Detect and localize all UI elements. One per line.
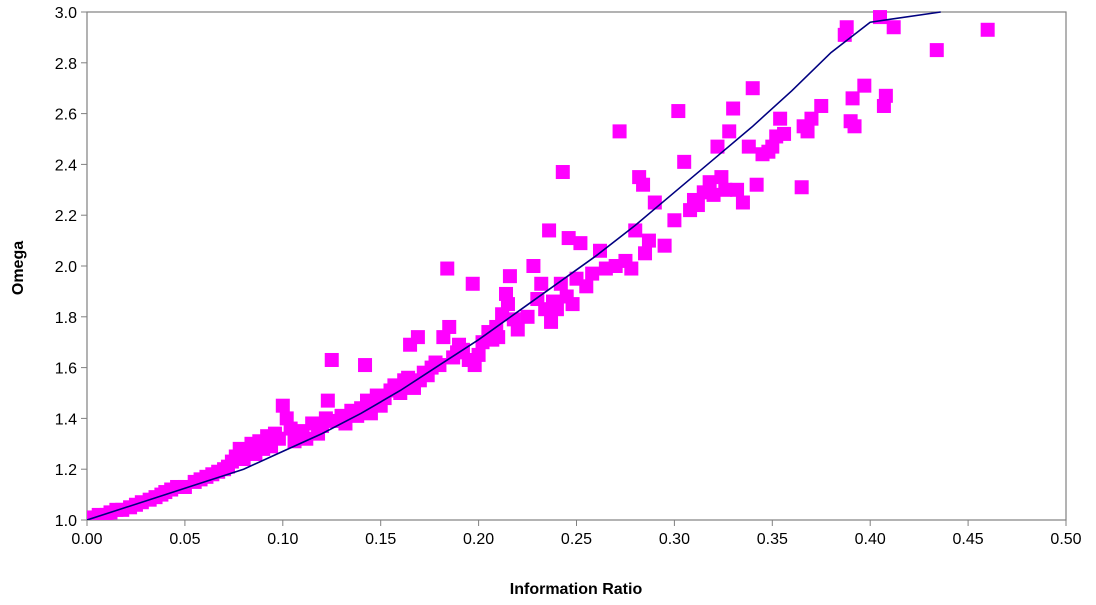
scatter-point [624, 261, 639, 276]
y-tick-label: 1.4 [55, 411, 77, 428]
y-tick-label: 1.0 [55, 513, 77, 530]
scatter-point [641, 233, 656, 248]
y-axis-title: Omega [10, 241, 27, 295]
scatter-point [706, 187, 721, 202]
scatter-point [592, 243, 607, 258]
scatter-point [573, 236, 588, 251]
x-tick-label: 0.45 [953, 531, 984, 548]
scatter-point [579, 279, 594, 294]
scatter-point [526, 259, 541, 273]
scatter-point [271, 431, 286, 446]
x-tick-label: 0.10 [267, 531, 298, 548]
scatter-point [777, 126, 792, 141]
scatter-point [845, 91, 860, 106]
y-tick-label: 2.8 [55, 56, 77, 73]
scatter-point [544, 314, 559, 329]
scatter-point [886, 20, 901, 35]
x-tick-label: 0.40 [855, 531, 886, 548]
axis-ticks: 0.00 0.05 0.10 0.15 0.20 0.25 0.30 0.35 0.40 0.45… [55, 5, 1082, 548]
x-tick-label: 0.50 [1050, 531, 1081, 548]
y-tick-label: 2.0 [55, 259, 77, 276]
scatter-point [690, 198, 705, 213]
scatter-point [628, 223, 643, 238]
y-tick-label: 2.6 [55, 107, 77, 124]
scatter-point [749, 177, 764, 192]
scatter-point [585, 266, 600, 281]
y-tick-label: 2.2 [55, 208, 77, 225]
scatter-point [555, 165, 570, 180]
scatter-point [471, 347, 486, 362]
scatter-point [549, 302, 564, 317]
scatter-point [671, 104, 686, 119]
trend-line [87, 11, 941, 520]
scatter-point [814, 98, 829, 113]
x-tick-label: 0.20 [463, 531, 494, 548]
scatter-point [718, 182, 733, 197]
x-tick-label: 0.00 [71, 531, 102, 548]
x-tick-label: 0.30 [659, 531, 690, 548]
scatter-point [741, 139, 756, 154]
scatter-point [553, 276, 568, 291]
scatter-point [442, 319, 457, 334]
scatter-point [857, 78, 872, 93]
scatter-point [794, 180, 809, 195]
scatter-point [980, 22, 995, 37]
x-tick-label: 0.35 [757, 531, 788, 548]
scatter-point [542, 223, 557, 238]
scatter-point [726, 101, 741, 116]
scatter-point [773, 111, 788, 126]
data-marks [87, 10, 995, 520]
scatter-point [839, 20, 854, 35]
scatter-point [502, 269, 517, 284]
scatter-point [491, 330, 506, 345]
scatter-point [320, 393, 335, 408]
scatter-point [393, 386, 408, 400]
scatter-point [324, 352, 339, 367]
scatter-point [534, 276, 549, 291]
scatter-point [847, 119, 862, 134]
x-tick-label: 0.05 [169, 531, 200, 548]
scatter-point [510, 322, 525, 337]
y-tick-label: 1.2 [55, 462, 77, 479]
scatter-point [710, 139, 725, 154]
y-tick-label: 1.6 [55, 361, 77, 378]
scatter-point [878, 88, 893, 103]
scatter-point [677, 154, 692, 169]
scatter-point [410, 330, 425, 345]
y-tick-label: 3.0 [55, 5, 77, 22]
scatter-point [667, 213, 682, 228]
scatter-point [647, 195, 662, 210]
y-tick-label: 2.4 [55, 157, 77, 174]
x-axis-title: Information Ratio [510, 581, 643, 598]
plot-area [86, 10, 1067, 521]
scatter-point [440, 261, 455, 276]
scatter-point [638, 246, 653, 261]
scatter-point [465, 276, 480, 291]
scatter-point [275, 398, 290, 413]
scatter-point [520, 309, 535, 324]
scatter-point [800, 124, 815, 139]
y-tick-label: 1.8 [55, 310, 77, 327]
scatter-point [714, 170, 729, 185]
scatter-point [730, 182, 745, 197]
scatter-point [929, 43, 944, 58]
scatter-point [702, 175, 717, 190]
x-tick-label: 0.15 [365, 531, 396, 548]
scatter-point [358, 358, 373, 373]
scatter-point [735, 195, 750, 210]
scatter-point [745, 81, 760, 96]
x-tick-label: 0.25 [561, 531, 592, 548]
scatter-point [612, 124, 627, 139]
scatter-point [657, 238, 672, 253]
scatter-point [565, 297, 580, 312]
scatter-point [500, 297, 515, 312]
scatter-point [722, 124, 737, 139]
scatter-point [636, 177, 651, 192]
scatter-point [804, 111, 819, 126]
scatter-point [561, 231, 576, 246]
